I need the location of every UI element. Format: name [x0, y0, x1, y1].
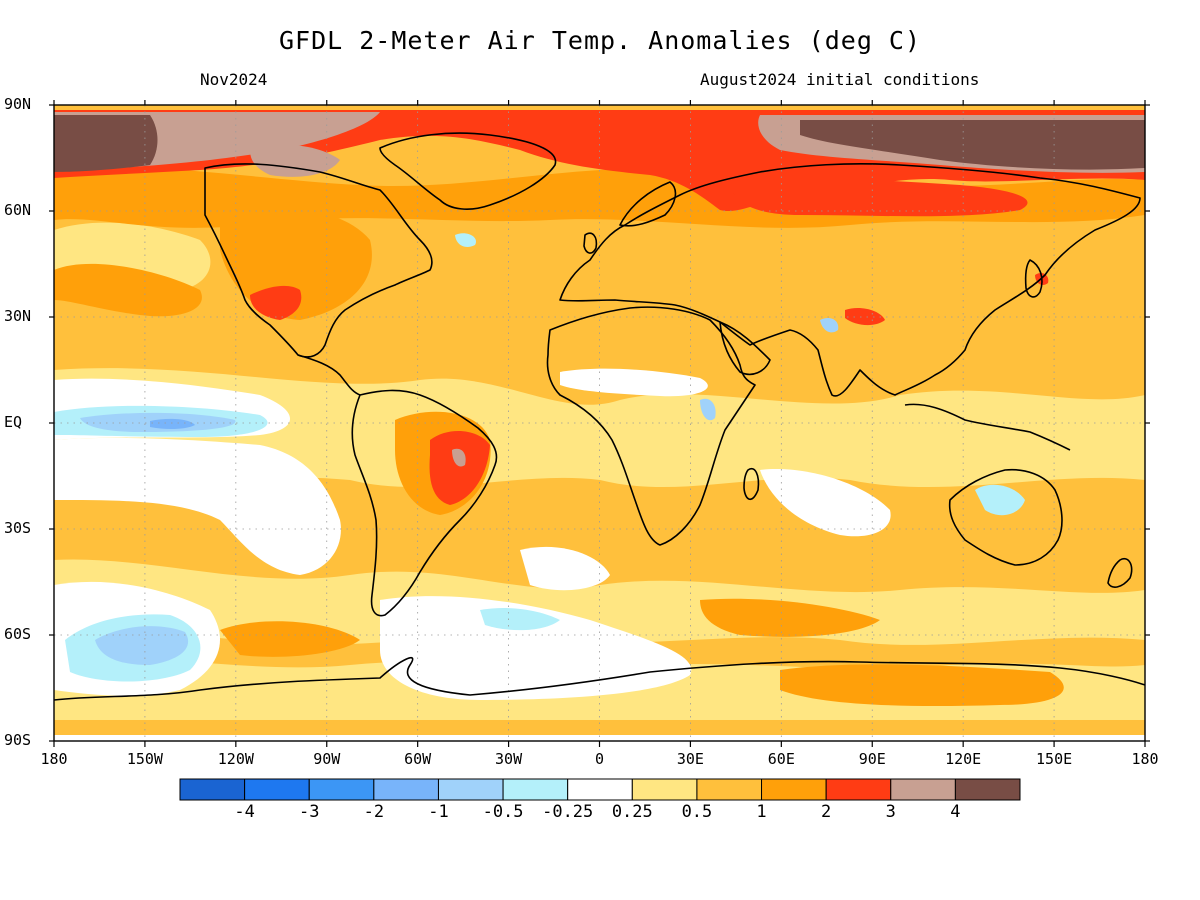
longitude-label: 90E	[858, 750, 886, 768]
anomaly-zone-warm-south-indian	[700, 598, 880, 637]
anomaly-zone-cool-canada	[455, 233, 476, 247]
colorbar-swatch	[954, 778, 1021, 801]
colorbar-label: 2	[821, 802, 832, 822]
anomaly-zone-neutral-sahel	[560, 368, 708, 397]
colorbar-swatch	[567, 778, 633, 801]
anomaly-zone-neutral-antarctic	[380, 596, 692, 700]
longitude-label: 30W	[495, 750, 523, 768]
latitude-label: 30S	[4, 519, 32, 537]
anomaly-zone-extreme-siberian	[800, 120, 1145, 170]
colorbar-swatch	[244, 778, 310, 801]
latitude-label: 60N	[4, 201, 32, 219]
anomaly-zone-hot-brazil	[429, 430, 490, 505]
longitude-label: 150E	[1036, 750, 1073, 768]
anomaly-zone-hot-tibet	[845, 308, 885, 326]
colorbar-label: 4	[950, 802, 961, 822]
longitude-label: 150W	[126, 750, 163, 768]
valid-month-label: Nov2024	[200, 70, 268, 89]
coastline-scandinavia	[619, 181, 677, 227]
axis-ticks	[49, 100, 1150, 747]
coastline-africa	[546, 306, 756, 546]
anomaly-zone-extreme-beaufort	[54, 115, 158, 172]
anomaly-zone-neutral-indian	[760, 469, 891, 537]
colorbar-label: 1	[756, 802, 767, 822]
anomaly-zone-cold-east-africa	[700, 398, 716, 421]
colorbar-label: -0.25	[542, 802, 594, 822]
coastline-british-isles	[583, 232, 598, 254]
colorbar-swatch	[890, 778, 956, 801]
longitude-label: 0	[594, 750, 605, 768]
anomaly-zone-warm-south-atlantic	[220, 621, 360, 657]
latitude-label: 90N	[4, 95, 32, 113]
coastline-south-america	[351, 389, 498, 617]
anomaly-zone-cool-south-atlantic	[480, 608, 560, 631]
longitude-label: 180	[40, 750, 68, 768]
latitude-label: 60S	[4, 625, 32, 643]
map-title: GFDL 2-Meter Air Temp. Anomalies (deg C)	[278, 26, 922, 55]
coastline-madagascar	[743, 468, 760, 500]
colorbar-label: -0.5	[482, 802, 524, 822]
longitude-label: 60E	[767, 750, 795, 768]
coastline-indonesia	[904, 403, 1071, 451]
latitude-label: 90S	[4, 731, 32, 749]
colorbar-label: 0.25	[611, 802, 653, 822]
longitude-label: 120E	[945, 750, 982, 768]
colorbar-label: -1	[428, 802, 449, 822]
coastline-japan	[1024, 259, 1043, 298]
longitude-label: 180	[1131, 750, 1159, 768]
colorbar-swatch	[179, 778, 246, 801]
coastline-eurasia	[559, 163, 1141, 397]
coastline-new-zealand	[1107, 558, 1133, 588]
anomaly-zone-neutral-east-pacific	[54, 437, 341, 575]
colorbar-swatch	[761, 778, 827, 801]
initial-conditions-label: August2024 initial conditions	[700, 70, 980, 89]
longitude-label: 30E	[676, 750, 704, 768]
colorbar-label: -4	[234, 802, 255, 822]
anomaly-zone-warm-southern-pacific	[780, 664, 1064, 707]
coastlines	[53, 132, 1146, 701]
colorbar-swatch	[825, 778, 892, 801]
colorbar-label: -2	[363, 802, 385, 822]
coastline-central-america	[297, 354, 361, 396]
colorbar-swatch	[373, 778, 439, 801]
colorbar-label: 0.5	[681, 802, 713, 822]
coastline-arabia	[719, 321, 771, 376]
anomaly-zone-warm-north-pacific	[54, 263, 202, 317]
anomaly-zone-neutral-south-atlantic	[520, 546, 610, 591]
coastline-australia	[948, 468, 1063, 566]
colorbar-swatch	[502, 778, 569, 801]
anomaly-zone-cool-australia	[975, 484, 1025, 516]
anomaly-zone-extreme-arctic-islands	[250, 144, 340, 177]
colorbar-label: 3	[885, 802, 896, 822]
anomaly-zone-cold-himalaya	[820, 318, 839, 333]
colorbar-swatch	[631, 778, 698, 801]
colorbar-swatch	[308, 778, 375, 801]
latitude-label: EQ	[4, 413, 23, 431]
longitude-label: 90W	[313, 750, 341, 768]
anomaly-zone-hot-siberia	[730, 177, 1028, 217]
colorbar-swatch	[437, 778, 504, 801]
colorbar	[179, 778, 1021, 801]
coastline-greenland	[379, 132, 557, 210]
anomaly-zone-colder-equatorial-pacific	[150, 418, 195, 430]
coastline-north-america	[204, 163, 433, 358]
anomaly-strip-pole	[54, 735, 1145, 741]
longitude-label: 60W	[404, 750, 432, 768]
anomaly-zone-cold-south-pacific	[95, 626, 189, 665]
colorbar-swatch	[696, 778, 763, 801]
coastline-antarctica	[53, 656, 1146, 701]
colorbar-label: -3	[298, 802, 320, 822]
longitude-label: 120W	[217, 750, 254, 768]
anomaly-zone-hot-western-us	[250, 285, 302, 320]
anomaly-zone-extreme-brazil	[452, 448, 466, 467]
latitude-label: 30N	[4, 307, 32, 325]
